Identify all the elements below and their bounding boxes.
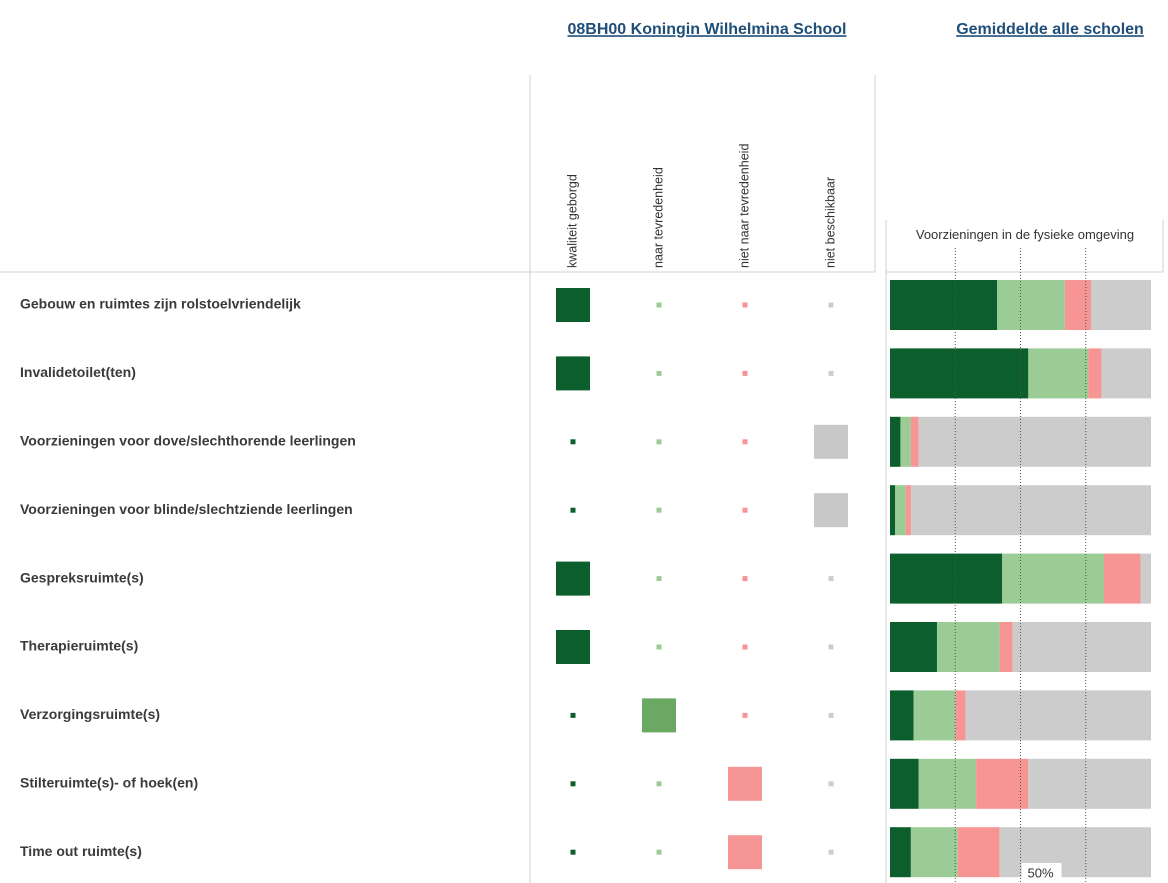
bar-segment <box>1104 553 1141 604</box>
bar-segment <box>965 690 1151 741</box>
matrix-cell <box>656 849 662 855</box>
matrix-cell <box>570 439 576 445</box>
bar-segment <box>997 280 1065 330</box>
matrix-cell <box>728 766 762 801</box>
bar-segment <box>900 416 911 467</box>
matrix-cell <box>814 424 848 459</box>
chart-title-box: Voorzieningen in de fysieke omgeving <box>915 227 1135 242</box>
bar-segment <box>910 485 1151 536</box>
bar-segment <box>890 416 901 467</box>
matrix-cell <box>570 507 576 513</box>
row-label: Invalidetoilet(ten) <box>20 364 136 380</box>
bar-segment <box>890 827 911 878</box>
bar-segment <box>1140 553 1151 604</box>
bar-segment <box>890 280 998 330</box>
school-link[interactable]: 08BH00 Koningin Wilhelmina School <box>568 21 847 38</box>
bar-segment <box>890 485 896 536</box>
bar-segment <box>1028 348 1089 399</box>
matrix-cell <box>642 698 676 733</box>
bar-segment <box>936 622 1000 672</box>
matrix-cell <box>742 712 748 718</box>
bar-segment <box>1028 758 1151 809</box>
bar-segment <box>957 827 1000 878</box>
matrix-cell <box>742 439 748 445</box>
matrix-cell <box>656 370 662 376</box>
column-header: kwaliteit geborgd <box>565 174 579 268</box>
row-label: Verzorgingsruimte(s) <box>20 706 160 722</box>
matrix-cell <box>556 561 590 596</box>
matrix-cell <box>570 712 576 718</box>
column-header: naar tevredenheid <box>651 167 665 268</box>
bar-segment <box>918 416 1151 467</box>
bar-segment <box>895 485 906 536</box>
matrix-cell <box>556 288 590 322</box>
bar-segment <box>890 690 914 741</box>
matrix-cell <box>828 576 834 582</box>
matrix-cell <box>742 370 748 376</box>
chart-title: Voorzieningen in de fysieke omgeving <box>915 227 1135 242</box>
matrix-cell <box>828 712 834 718</box>
bar-segment <box>976 758 1029 809</box>
row-label: Therapieruimte(s) <box>20 638 138 654</box>
row-label: Gebouw en ruimtes zijn rolstoelvriendeli… <box>20 296 301 312</box>
bar-segment <box>890 758 919 809</box>
matrix-cell <box>656 507 662 513</box>
matrix-cell <box>570 849 576 855</box>
bar-segment <box>890 348 1029 399</box>
row-label: Voorzieningen voor dove/slechthorende le… <box>20 433 356 449</box>
bar-segment <box>905 485 911 536</box>
matrix-cell <box>656 781 662 787</box>
matrix-cell <box>742 507 748 513</box>
matrix-cell <box>828 781 834 787</box>
matrix-cell <box>556 356 590 391</box>
matrix-cell <box>570 781 576 787</box>
row-label: Stilteruimte(s)- of hoek(en) <box>20 775 198 791</box>
matrix-cell <box>828 644 834 650</box>
matrix-cell <box>742 644 748 650</box>
matrix-cell <box>656 302 662 308</box>
average-link[interactable]: Gemiddelde alle scholen <box>956 21 1144 38</box>
row-label: Gespreksruimte(s) <box>20 569 144 585</box>
column-header: niet beschikbaar <box>823 177 837 268</box>
bar-segment <box>1064 280 1091 330</box>
matrix-cell <box>828 302 834 308</box>
row-label: Time out ruimte(s) <box>20 843 142 859</box>
bar-segment <box>913 690 956 741</box>
matrix-cell <box>742 302 748 308</box>
bar-segment <box>890 622 937 672</box>
bar-segment <box>1088 348 1102 399</box>
column-header: niet naar tevredenheid <box>737 144 751 268</box>
matrix-cell <box>814 493 848 528</box>
tick-label-bg <box>1021 863 1062 883</box>
matrix-cell <box>728 835 762 870</box>
matrix-cell <box>656 439 662 445</box>
row-label: Voorzieningen voor blinde/slechtziende l… <box>20 501 353 517</box>
bar-segment <box>890 553 1003 604</box>
matrix-cell <box>742 576 748 582</box>
bar-segment <box>955 690 966 741</box>
bar-segment <box>999 622 1013 672</box>
bar-segment <box>918 758 977 809</box>
bar-segment <box>1002 553 1105 604</box>
bar-segment <box>1012 622 1151 672</box>
bar-segment <box>1101 348 1151 399</box>
bar-segment <box>910 416 919 467</box>
bar-segment <box>910 827 958 878</box>
matrix-cell <box>556 630 590 664</box>
matrix-cell <box>828 370 834 376</box>
matrix-cell <box>656 644 662 650</box>
matrix-cell <box>656 576 662 582</box>
bar-segment <box>1090 280 1151 330</box>
matrix-cell <box>828 849 834 855</box>
x-tick-label: 50% <box>1027 865 1053 880</box>
